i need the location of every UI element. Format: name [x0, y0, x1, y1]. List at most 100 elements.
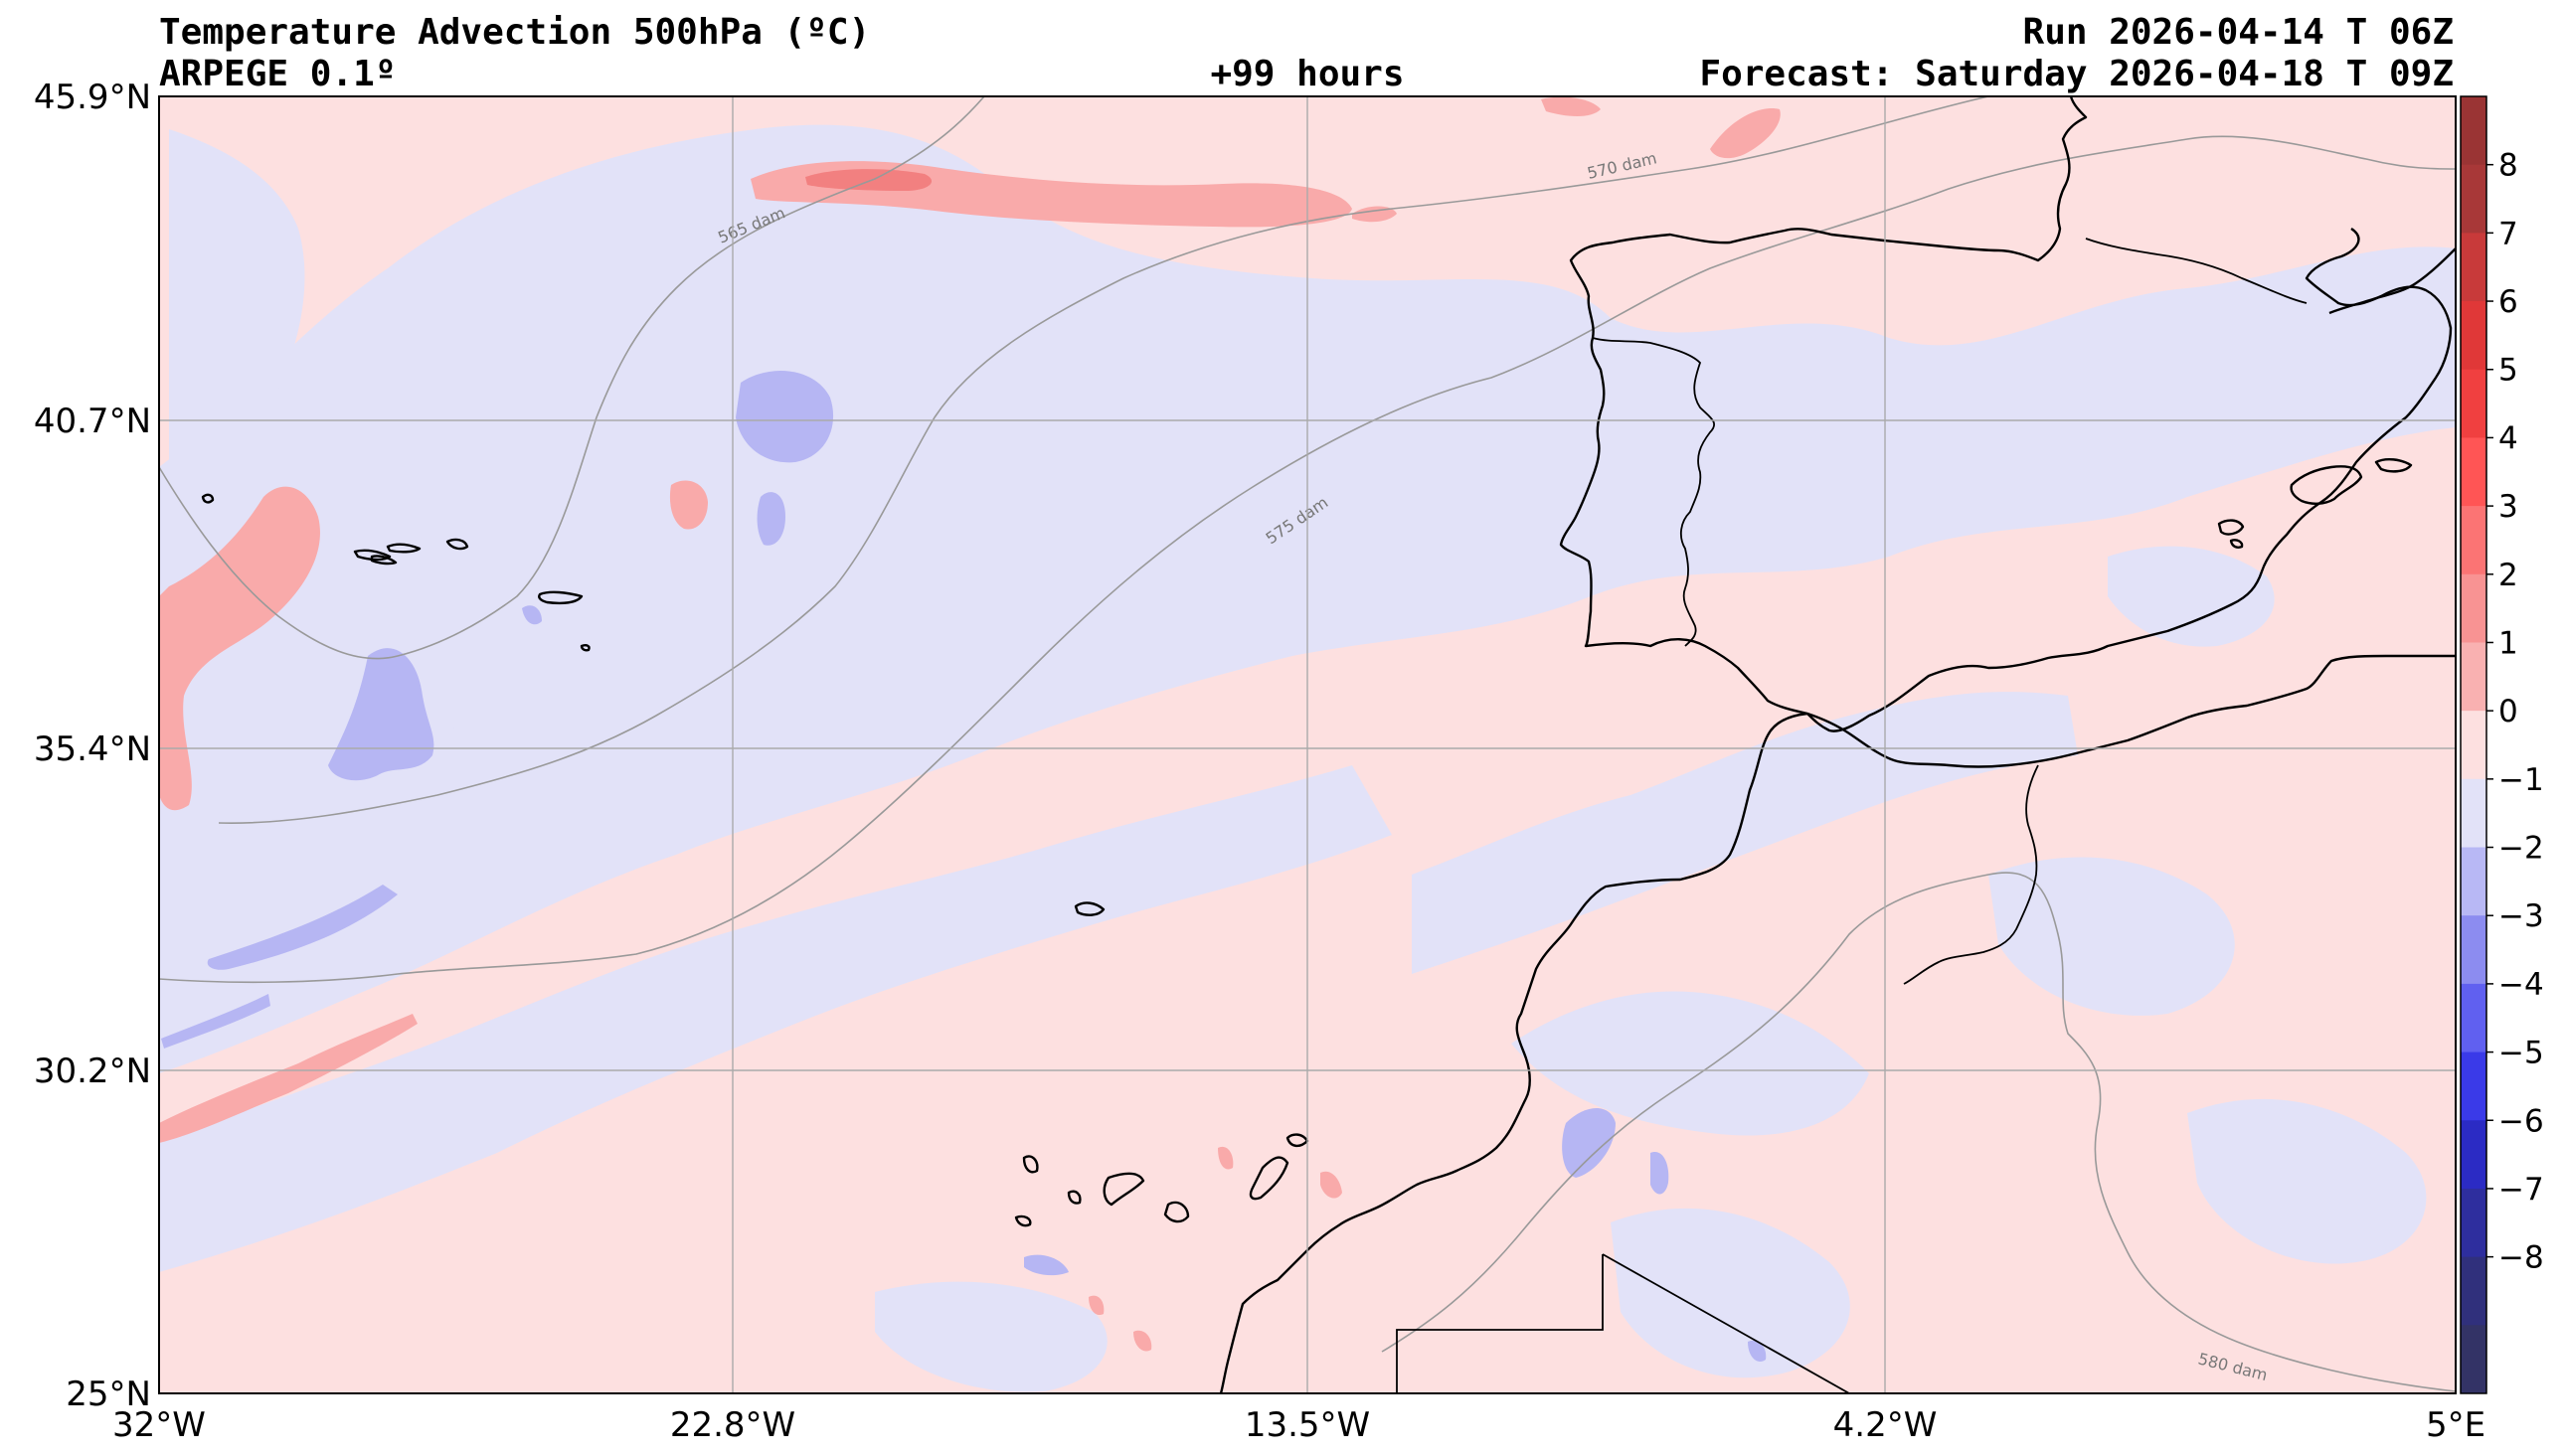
cold-patch: [1024, 1254, 1069, 1276]
colorbar-tick-label: −6: [2498, 1103, 2544, 1139]
lon-tick-label: 4.2°W: [1833, 1405, 1938, 1445]
warm-patch: [1089, 1295, 1105, 1316]
mauritania-border: [1602, 1253, 1850, 1393]
colorbar-tick-label: 0: [2498, 694, 2518, 729]
colorbar-tick-label: −1: [2498, 762, 2544, 798]
cold-band: [1511, 991, 1869, 1136]
canary-island: [1067, 1190, 1082, 1205]
warm-patch: [1710, 108, 1781, 159]
cold-patch: [1562, 1108, 1616, 1178]
north-africa-coast: [1806, 654, 2456, 768]
azores-island: [201, 493, 215, 504]
map-title: Temperature Advection 500hPa (ºC): [159, 12, 870, 53]
azores-island: [370, 555, 398, 566]
colorbar-segment: [2461, 983, 2486, 1053]
lat-tick-label: 25°N: [66, 1375, 151, 1414]
colorbar-tick-label: 6: [2498, 284, 2518, 320]
cold-band: [417, 610, 559, 735]
colorbar-segment: [2461, 642, 2486, 712]
lon-tick-label: 32°W: [112, 1405, 206, 1445]
lat-tick-label: 35.4°N: [34, 729, 151, 769]
canary-island: [1014, 1214, 1032, 1227]
cold-patch: [328, 648, 434, 781]
colorbar-segment: [2461, 233, 2486, 302]
azores-island: [580, 644, 591, 652]
iberia-coast: [1559, 96, 2453, 732]
warm-patch: [159, 486, 320, 811]
colorbar-segment: [2461, 915, 2486, 985]
balearic-island: [2290, 465, 2363, 505]
colorbar-tick-label: 4: [2498, 420, 2518, 456]
colorbar-tick-label: 1: [2498, 625, 2518, 661]
warm-patch: [669, 480, 708, 530]
lon-tick-label: 5°E: [2426, 1405, 2485, 1445]
cold-patch: [207, 885, 398, 970]
warm-patch: [1320, 1171, 1342, 1199]
lon-tick-label: 22.8°W: [670, 1405, 795, 1445]
colorbar-tick-label: −5: [2498, 1036, 2544, 1071]
colorbar-frame: [2460, 95, 2487, 1394]
run-time: Run 2026-04-14 T 06Z: [2023, 12, 2454, 53]
colorbar-segment: [2461, 301, 2486, 371]
balearic-island: [2374, 457, 2413, 473]
contour-575: [159, 135, 2456, 984]
madeira-island: [1074, 901, 1106, 916]
lat-tick-label: 40.7°N: [34, 402, 151, 441]
colorbar-segment: [2461, 437, 2486, 507]
latitude-labels: 45.9°N 40.7°N 35.4°N 30.2°N 25°N: [34, 78, 151, 1414]
colorbar-segment: [2461, 847, 2486, 916]
canary-island: [1103, 1172, 1145, 1207]
colorbar-segment: [2461, 369, 2486, 438]
coastlines: [201, 96, 2456, 1393]
graticule: [159, 96, 2456, 1393]
colorbar-segment: [2461, 96, 2486, 166]
contour-570: [218, 96, 1989, 824]
warm-core: [805, 169, 933, 191]
cold-patch: [1748, 1340, 1767, 1362]
western-sahara-border: [1396, 1254, 1604, 1393]
colorbar-segment: [2461, 1052, 2486, 1121]
azores-island: [538, 590, 584, 605]
colorbar-segment: [2461, 1256, 2486, 1326]
azores-island: [353, 549, 392, 562]
warm-patch: [159, 1014, 418, 1143]
canary-island: [1022, 1155, 1039, 1174]
lat-tick-label: 30.2°N: [34, 1052, 151, 1091]
country-borders: [1396, 238, 2308, 1393]
cold-band: [169, 129, 305, 471]
warm-patch: [1218, 1146, 1234, 1170]
colorbar-segment: [2461, 1120, 2486, 1190]
canary-island: [1163, 1201, 1190, 1223]
colorbar-tick-label: 5: [2498, 353, 2518, 389]
colorbar-tick-label: −3: [2498, 898, 2544, 934]
azores-island: [386, 543, 422, 554]
cold-band: [2187, 1098, 2427, 1264]
colorbar-tick-label: 7: [2498, 216, 2518, 251]
gulf-of-lion-coast: [2328, 247, 2456, 315]
cold-patch: [1650, 1152, 1669, 1195]
colorbar-segment: [2461, 711, 2486, 780]
colorbar-tick-label: −2: [2498, 831, 2544, 867]
cold-band: [2108, 546, 2275, 647]
azores-island: [445, 538, 469, 551]
colorbar-segment: [2461, 164, 2486, 234]
longitude-labels: 32°W 22.8°W 13.5°W 4.2°W 5°E: [112, 1405, 2485, 1445]
france-spain-border: [2085, 238, 2308, 304]
balearic-island: [2229, 539, 2244, 549]
canary-island: [1249, 1156, 1289, 1201]
cold-band: [1611, 1208, 1850, 1378]
lon-tick-label: 13.5°W: [1245, 1405, 1370, 1445]
colorbar: 8 7 6 5 4 3 2 1 0 −1 −2 −3 −4 −5 −6 −7 −8: [2460, 95, 2544, 1394]
colorbar-segment: [2461, 1188, 2486, 1258]
africa-coast: [1219, 712, 1808, 1393]
balearic-island: [2217, 519, 2245, 536]
cold-band: [875, 1281, 1108, 1392]
lead-time: +99 hours: [1210, 54, 1404, 94]
colorbar-tick-label: −8: [2498, 1240, 2544, 1276]
colorbar-tick-label: −4: [2498, 967, 2544, 1003]
contour-565: [159, 96, 985, 660]
cold-patch: [161, 994, 270, 1049]
forecast-time: Forecast: Saturday 2026-04-18 T 09Z: [1699, 54, 2454, 94]
colorbar-segment: [2461, 778, 2486, 849]
